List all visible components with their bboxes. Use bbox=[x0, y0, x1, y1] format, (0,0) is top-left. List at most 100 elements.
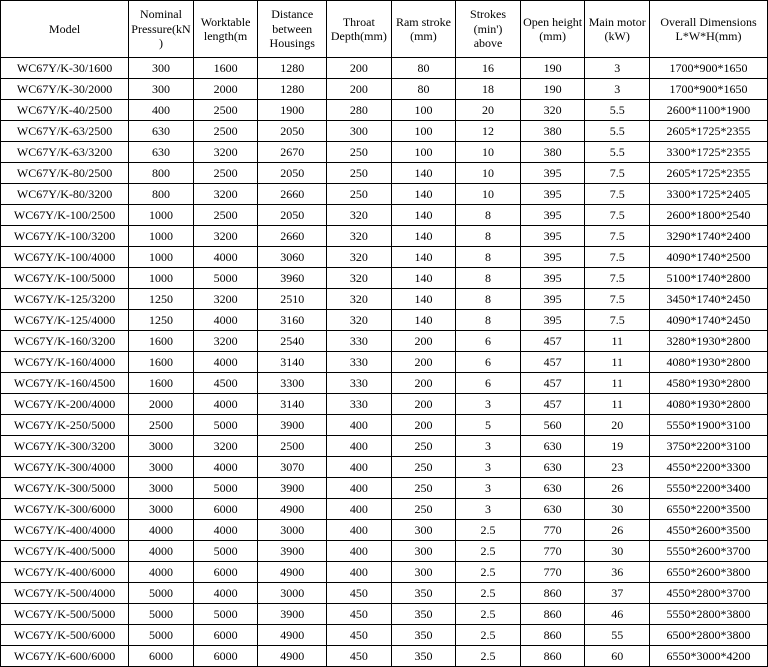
cell-dim: 3300*1725*2355 bbox=[650, 142, 768, 163]
cell-open: 630 bbox=[520, 478, 585, 499]
cell-dist: 2050 bbox=[258, 121, 327, 142]
cell-model: WC67Y/K-600/6000 bbox=[1, 646, 129, 667]
cell-open: 380 bbox=[520, 121, 585, 142]
cell-motor: 5.5 bbox=[585, 121, 650, 142]
cell-wtl: 3200 bbox=[193, 184, 258, 205]
cell-press: 1000 bbox=[129, 247, 194, 268]
cell-dim: 5100*1740*2800 bbox=[650, 268, 768, 289]
cell-open: 395 bbox=[520, 310, 585, 331]
cell-press: 3000 bbox=[129, 478, 194, 499]
cell-wtl: 3200 bbox=[193, 436, 258, 457]
cell-press: 400 bbox=[129, 100, 194, 121]
cell-motor: 7.5 bbox=[585, 226, 650, 247]
cell-dist: 1280 bbox=[258, 79, 327, 100]
cell-throat: 250 bbox=[327, 142, 392, 163]
cell-dist: 2540 bbox=[258, 331, 327, 352]
cell-model: WC67Y/K-100/3200 bbox=[1, 226, 129, 247]
cell-open: 190 bbox=[520, 79, 585, 100]
table-row: WC67Y/K-30/20003002000128020080181903170… bbox=[1, 79, 768, 100]
cell-throat: 400 bbox=[327, 478, 392, 499]
table-row: WC67Y/K-300/3200300032002500400250363019… bbox=[1, 436, 768, 457]
cell-strokes: 16 bbox=[456, 58, 521, 79]
cell-dist: 2050 bbox=[258, 163, 327, 184]
cell-dim: 5550*2200*3400 bbox=[650, 478, 768, 499]
cell-ram: 350 bbox=[391, 625, 456, 646]
table-row: WC67Y/K-100/320010003200266032014083957.… bbox=[1, 226, 768, 247]
cell-throat: 330 bbox=[327, 394, 392, 415]
cell-ram: 250 bbox=[391, 457, 456, 478]
cell-press: 1000 bbox=[129, 268, 194, 289]
cell-ram: 140 bbox=[391, 268, 456, 289]
cell-motor: 23 bbox=[585, 457, 650, 478]
cell-ram: 250 bbox=[391, 478, 456, 499]
col-header-strokes: Strokes (min') above bbox=[456, 1, 521, 58]
table-row: WC67Y/K-160/4500160045003300330200645711… bbox=[1, 373, 768, 394]
cell-wtl: 3200 bbox=[193, 142, 258, 163]
cell-strokes: 3 bbox=[456, 436, 521, 457]
cell-model: WC67Y/K-63/3200 bbox=[1, 142, 129, 163]
table-row: WC67Y/K-100/500010005000396032014083957.… bbox=[1, 268, 768, 289]
cell-strokes: 8 bbox=[456, 247, 521, 268]
cell-dim: 4550*2800*3700 bbox=[650, 583, 768, 604]
cell-press: 1250 bbox=[129, 310, 194, 331]
cell-dim: 4550*2200*3300 bbox=[650, 457, 768, 478]
cell-throat: 300 bbox=[327, 121, 392, 142]
cell-dist: 3000 bbox=[258, 583, 327, 604]
cell-model: WC67Y/K-300/5000 bbox=[1, 478, 129, 499]
table-header-row: ModelNominal Pressure(kN)Worktable lengt… bbox=[1, 1, 768, 58]
cell-dim: 4090*1740*2450 bbox=[650, 310, 768, 331]
cell-open: 320 bbox=[520, 100, 585, 121]
cell-dim: 6500*2800*3800 bbox=[650, 625, 768, 646]
cell-motor: 26 bbox=[585, 478, 650, 499]
table-row: WC67Y/K-300/4000300040003070400250363023… bbox=[1, 457, 768, 478]
cell-dist: 4900 bbox=[258, 499, 327, 520]
cell-ram: 200 bbox=[391, 373, 456, 394]
cell-wtl: 2000 bbox=[193, 79, 258, 100]
cell-open: 395 bbox=[520, 184, 585, 205]
cell-ram: 350 bbox=[391, 604, 456, 625]
cell-ram: 140 bbox=[391, 226, 456, 247]
cell-dist: 3300 bbox=[258, 373, 327, 394]
cell-throat: 450 bbox=[327, 625, 392, 646]
cell-dim: 1700*900*1650 bbox=[650, 58, 768, 79]
cell-motor: 30 bbox=[585, 499, 650, 520]
cell-dim: 5550*1900*3100 bbox=[650, 415, 768, 436]
cell-press: 3000 bbox=[129, 499, 194, 520]
cell-strokes: 2.5 bbox=[456, 520, 521, 541]
cell-dist: 3070 bbox=[258, 457, 327, 478]
cell-strokes: 5 bbox=[456, 415, 521, 436]
cell-open: 395 bbox=[520, 268, 585, 289]
cell-strokes: 10 bbox=[456, 163, 521, 184]
cell-ram: 80 bbox=[391, 58, 456, 79]
cell-model: WC67Y/K-160/3200 bbox=[1, 331, 129, 352]
cell-throat: 450 bbox=[327, 583, 392, 604]
cell-open: 630 bbox=[520, 436, 585, 457]
cell-press: 300 bbox=[129, 79, 194, 100]
cell-open: 395 bbox=[520, 226, 585, 247]
cell-ram: 250 bbox=[391, 499, 456, 520]
table-row: WC67Y/K-500/40005000400030004503502.5860… bbox=[1, 583, 768, 604]
cell-model: WC67Y/K-500/6000 bbox=[1, 625, 129, 646]
cell-motor: 7.5 bbox=[585, 184, 650, 205]
table-row: WC67Y/K-600/60006000600049004503502.5860… bbox=[1, 646, 768, 667]
cell-motor: 7.5 bbox=[585, 310, 650, 331]
cell-motor: 55 bbox=[585, 625, 650, 646]
cell-press: 6000 bbox=[129, 646, 194, 667]
cell-dim: 5550*2600*3700 bbox=[650, 541, 768, 562]
cell-motor: 60 bbox=[585, 646, 650, 667]
cell-throat: 200 bbox=[327, 58, 392, 79]
cell-throat: 450 bbox=[327, 646, 392, 667]
table-row: WC67Y/K-160/3200160032002540330200645711… bbox=[1, 331, 768, 352]
table-row: WC67Y/K-500/60005000600049004503502.5860… bbox=[1, 625, 768, 646]
cell-motor: 7.5 bbox=[585, 205, 650, 226]
table-row: WC67Y/K-400/50004000500039004003002.5770… bbox=[1, 541, 768, 562]
cell-dist: 1900 bbox=[258, 100, 327, 121]
cell-model: WC67Y/K-63/2500 bbox=[1, 121, 129, 142]
cell-throat: 280 bbox=[327, 100, 392, 121]
cell-dist: 2660 bbox=[258, 226, 327, 247]
cell-model: WC67Y/K-500/4000 bbox=[1, 583, 129, 604]
cell-dim: 4080*1930*2800 bbox=[650, 352, 768, 373]
col-header-motor: Main motor (kW) bbox=[585, 1, 650, 58]
col-header-wtl: Worktable length(m bbox=[193, 1, 258, 58]
cell-wtl: 4000 bbox=[193, 457, 258, 478]
